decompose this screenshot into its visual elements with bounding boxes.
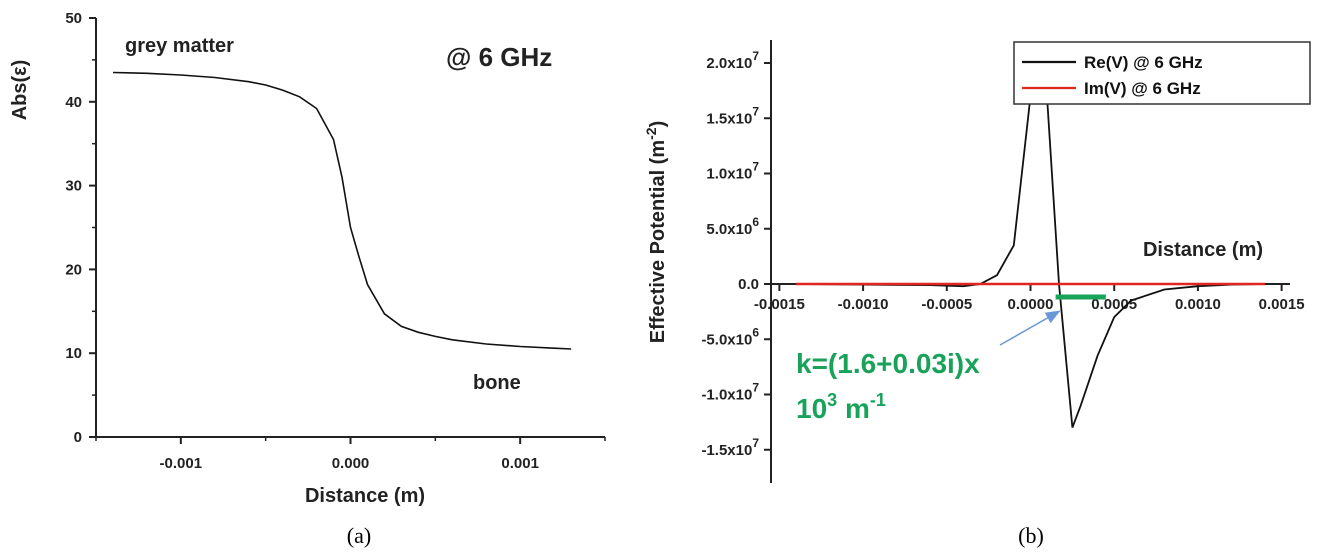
chart-b-xlabel: Distance (m) <box>1143 239 1263 261</box>
chart-b-ytick-label: 5.0x106 <box>706 215 759 238</box>
annotation-frequency: @ 6 GHz <box>446 42 552 72</box>
chart-b-xtick-label: 0.0015 <box>1259 296 1305 313</box>
chart-a-ylabel: Abs(ε) <box>9 60 31 121</box>
legend-label-im: Im(V) @ 6 GHz <box>1084 79 1201 98</box>
chart-b-xtick-label: 0.0000 <box>1008 296 1054 313</box>
chart-b-xtick-label: -0.0005 <box>921 296 972 313</box>
annotation-grey-matter: grey matter <box>125 35 234 57</box>
chart-b-xtick-label: -0.0010 <box>838 296 889 313</box>
chart-a-ytick-label: 40 <box>65 94 82 111</box>
legend-label-re: Re(V) @ 6 GHz <box>1084 53 1203 72</box>
chart-b-ytick-label: -1.5x107 <box>701 436 759 459</box>
chart-a-series-line <box>112 71 572 350</box>
annotation-k-line2: 103 m-1 <box>796 390 886 424</box>
chart-a-ticks: 0 10 20 30 40 50 -0.001 0.000 0.001 <box>65 10 606 472</box>
caption-a: (a) <box>347 523 371 548</box>
chart-b-series <box>796 95 1265 428</box>
chart-a-ytick-label: 10 <box>65 345 82 362</box>
chart-b-ylabel: Effective Potential (m-2) <box>643 121 669 344</box>
legend-box <box>1013 41 1311 105</box>
chart-b-legend: Re(V) @ 6 GHz Im(V) @ 6 GHz <box>1013 41 1311 105</box>
chart-a: 0 10 20 30 40 50 -0.001 0.000 0.001 Distance (m)… <box>9 10 606 548</box>
chart-b-ticks: 2.0x107 1.5x107 1.0x107 5.0x106 0.0 -5.0x106 -… <box>701 49 1304 459</box>
chart-b-ytick-label: -5.0x106 <box>701 325 759 348</box>
chart-b-ytick-label: -1.0x107 <box>701 381 759 404</box>
chart-b: 2.0x107 1.5x107 1.0x107 5.0x106 0.0 -5.0x106 -… <box>643 40 1311 548</box>
chart-a-xtick-label: 0.000 <box>332 455 370 472</box>
chart-b-ytick-label: 1.5x107 <box>706 104 759 127</box>
annotation-bone: bone <box>473 372 521 394</box>
chart-a-ytick-label: 20 <box>65 261 82 278</box>
annotation-arrow <box>999 310 1061 346</box>
chart-a-xtick-label: -0.001 <box>160 455 203 472</box>
chart-b-xtick-label: 0.0010 <box>1175 296 1221 313</box>
chart-a-ytick-label: 0 <box>74 429 82 446</box>
chart-a-xlabel: Distance (m) <box>305 485 425 507</box>
chart-a-ytick-label: 30 <box>65 178 82 195</box>
chart-b-xtick-label: -0.0015 <box>754 296 805 313</box>
chart-b-ytick-label: 2.0x107 <box>706 49 759 72</box>
caption-b: (b) <box>1018 523 1044 548</box>
chart-b-xtick-label: 0.0005 <box>1091 296 1137 313</box>
chart-a-xtick-label: 0.001 <box>501 455 539 472</box>
chart-b-ytick-label: 0.0 <box>738 276 759 293</box>
chart-b-ytick-label: 1.0x107 <box>706 160 759 183</box>
annotation-k-line1: k=(1.6+0.03i)x <box>796 348 980 379</box>
chart-a-ytick-label: 50 <box>65 10 82 27</box>
chart-a-series <box>112 71 572 350</box>
